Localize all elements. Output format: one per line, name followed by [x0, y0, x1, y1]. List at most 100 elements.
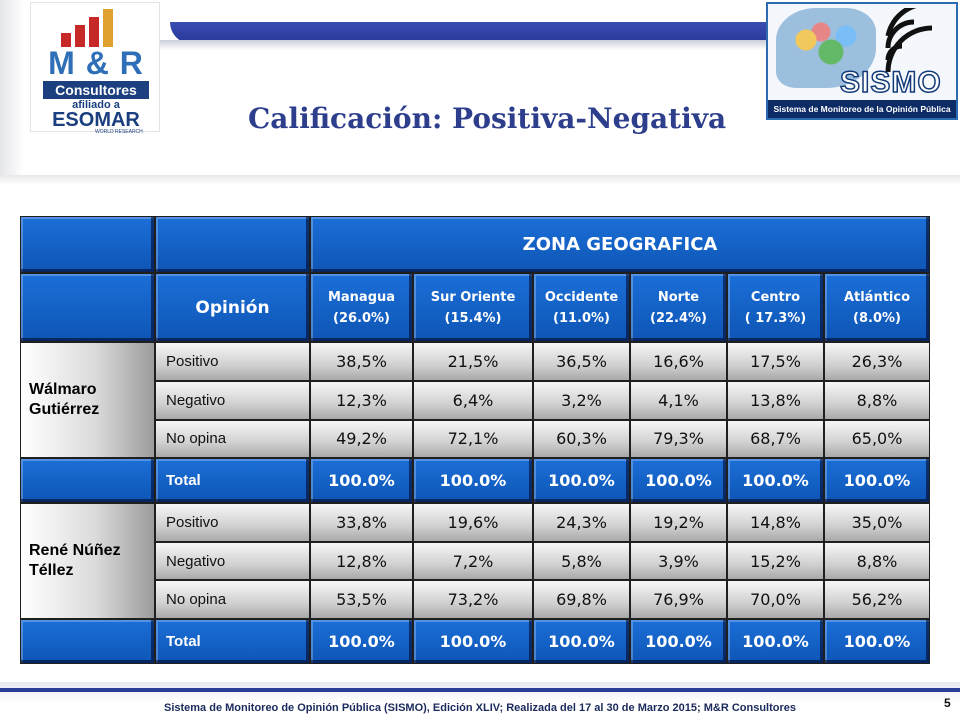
table-cell: 8,8% [824, 541, 930, 581]
header-band-shadow [120, 40, 780, 50]
table-cell: 13,8% [727, 380, 824, 420]
table-cell: 24,3% [533, 503, 630, 542]
table-cell: 72,1% [413, 419, 533, 459]
column-header: Occidente (11.0%) [533, 273, 630, 343]
table-cell: 65,0% [824, 419, 930, 459]
table-cell: 60,3% [533, 419, 630, 459]
total-cell: 100.0% [413, 619, 533, 664]
table-cell: 14,8% [727, 503, 824, 542]
table-cell: 56,2% [824, 580, 930, 620]
total-label: Total [155, 619, 310, 664]
mr-consultores-logo: M & R Consultores afiliado a ESOMAR WORL… [30, 2, 160, 135]
table-cell: 70,0% [727, 580, 824, 620]
table-row: René Núñez Téllez Positivo 33,8% 19,6% 24… [20, 503, 930, 620]
logo-consultores-text: Consultores [43, 81, 149, 99]
sismo-logo: SISMO Sistema de Monitoreo de la Opinión… [766, 2, 958, 120]
opinion-label: Negativo [155, 541, 310, 581]
table-cell: 12,8% [310, 541, 413, 581]
header-empty-cell [20, 273, 155, 343]
column-header: Managua (26.0%) [310, 273, 413, 343]
sismo-name: SISMO [839, 65, 942, 100]
table-cell: 6,4% [413, 380, 533, 420]
header-empty-cell [20, 216, 155, 274]
total-cell: 100.0% [630, 619, 727, 664]
opinion-label: Negativo [155, 380, 310, 420]
table-cell: 4,1% [630, 380, 727, 420]
table-cell: 19,2% [630, 503, 727, 542]
table-cell: 3,2% [533, 380, 630, 420]
page-title: Calificación: Positiva-Negativa [248, 102, 727, 135]
table-cell: 53,5% [310, 580, 413, 620]
signal-waves-icon [885, 8, 933, 73]
footer-text: Sistema de Monitoreo de Opinión Pública … [163, 702, 797, 714]
total-cell: 100.0% [630, 458, 727, 504]
header-blue-band [170, 22, 770, 44]
table-cell: 68,7% [727, 419, 824, 459]
column-header: Centro( 17.3%) [727, 273, 824, 343]
table-cell: 33,8% [310, 503, 413, 542]
header-separator [0, 175, 960, 185]
table-cell: 69,8% [533, 580, 630, 620]
footer-line [0, 688, 960, 692]
header-empty-cell [155, 216, 310, 274]
total-cell: 100.0% [727, 619, 824, 664]
bar-chart-icon [61, 9, 131, 47]
table-row: Negativo 12,3% 6,4% 3,2% 4,1% 13,8% 8,8% [20, 380, 930, 420]
table-cell: 16,6% [630, 342, 727, 381]
total-row: Total 100.0% 100.0% 100.0% 100.0% 100.0%… [20, 458, 930, 504]
table-cell: 49,2% [310, 419, 413, 459]
table-cell: 73,2% [413, 580, 533, 620]
opinion-label: No opina [155, 580, 310, 620]
candidate-name: Wálmaro Gutiérrez [20, 342, 155, 459]
total-cell: 100.0% [310, 458, 413, 504]
table-cell: 15,2% [727, 541, 824, 581]
table-cell: 36,5% [533, 342, 630, 381]
table-cell: 38,5% [310, 342, 413, 381]
opinion-label: Positivo [155, 342, 310, 381]
logo-world-research-text: WORLD RESEARCH [95, 129, 143, 135]
table-row: Wálmaro Gutiérrez Positivo 38,5% 21,5% 36… [20, 342, 930, 459]
header-left-strip [0, 0, 24, 180]
total-cell: 100.0% [824, 458, 930, 504]
column-header: Atlántico (8.0%) [824, 273, 930, 343]
candidate-name: René Núñez Téllez [20, 503, 155, 620]
sismo-subtitle: Sistema de Monitoreo de la Opinión Públi… [768, 100, 956, 118]
table-cell: 8,8% [824, 380, 930, 420]
footer-band [0, 682, 960, 702]
zone-header: ZONA GEOGRAFICA [310, 216, 930, 274]
table-cell: 79,3% [630, 419, 727, 459]
page-number: 5 [944, 696, 951, 710]
table-cell: 3,9% [630, 541, 727, 581]
logo-esomar-text: ESOMAR [52, 109, 140, 131]
total-cell: 100.0% [727, 458, 824, 504]
column-header: Sur Oriente (15.4%) [413, 273, 533, 343]
column-header: Norte (22.4%) [630, 273, 727, 343]
total-label: Total [155, 458, 310, 504]
total-cell: 100.0% [413, 458, 533, 504]
table-cell: 7,2% [413, 541, 533, 581]
total-cell: 100.0% [310, 619, 413, 664]
total-cell: 100.0% [533, 458, 630, 504]
table-row: No opina 53,5% 73,2% 69,8% 76,9% 70,0% 5… [20, 580, 930, 620]
nicaragua-map-icon [776, 8, 876, 88]
opinion-label: No opina [155, 419, 310, 459]
total-empty-cell [20, 458, 155, 504]
table-row: Negativo 12,8% 7,2% 5,8% 3,9% 15,2% 8,8% [20, 541, 930, 581]
table-cell: 19,6% [413, 503, 533, 542]
table-cell: 35,0% [824, 503, 930, 542]
logo-afiliado-text: afiliado a [72, 99, 120, 111]
results-table: ZONA GEOGRAFICA Opinión Managua (26.0%) S… [20, 216, 930, 664]
table-cell: 12,3% [310, 380, 413, 420]
table-cell: 5,8% [533, 541, 630, 581]
total-row: Total 100.0% 100.0% 100.0% 100.0% 100.0%… [20, 619, 930, 664]
table-cell: 26,3% [824, 342, 930, 381]
table-cell: 17,5% [727, 342, 824, 381]
total-cell: 100.0% [824, 619, 930, 664]
table-row: No opina 49,2% 72,1% 60,3% 79,3% 68,7% 6… [20, 419, 930, 459]
total-empty-cell [20, 619, 155, 664]
table-cell: 21,5% [413, 342, 533, 381]
table-cell: 76,9% [630, 580, 727, 620]
logo-mr-text: M & R [48, 45, 144, 81]
total-cell: 100.0% [533, 619, 630, 664]
opinion-header: Opinión [155, 273, 310, 343]
